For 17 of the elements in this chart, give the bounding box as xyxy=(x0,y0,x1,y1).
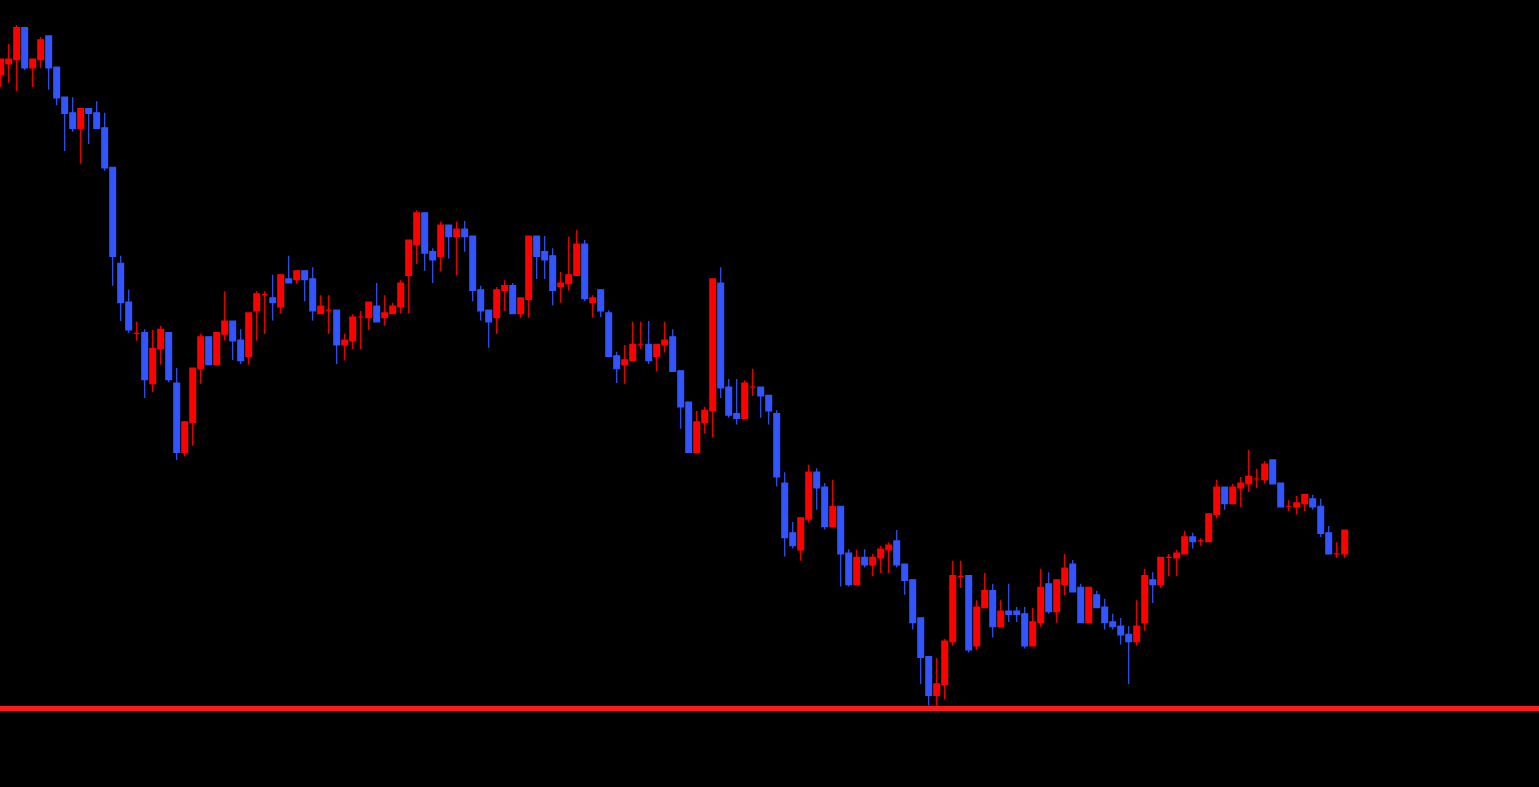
candlestick xyxy=(997,599,1005,628)
candlestick xyxy=(829,479,837,528)
candlestick xyxy=(1221,486,1229,511)
candlestick xyxy=(77,108,85,165)
candlestick xyxy=(1133,599,1141,647)
candlestick xyxy=(317,294,325,315)
candlestick xyxy=(373,282,381,323)
candlestick xyxy=(445,224,453,260)
candlestick xyxy=(285,255,293,284)
candlestick xyxy=(645,320,653,365)
candlestick xyxy=(589,294,597,319)
candlestick xyxy=(861,548,869,569)
candlestick xyxy=(1149,571,1157,604)
candlestick xyxy=(253,290,261,342)
candlestick xyxy=(597,289,605,318)
candlestick xyxy=(269,274,277,322)
candlestick xyxy=(453,221,461,277)
